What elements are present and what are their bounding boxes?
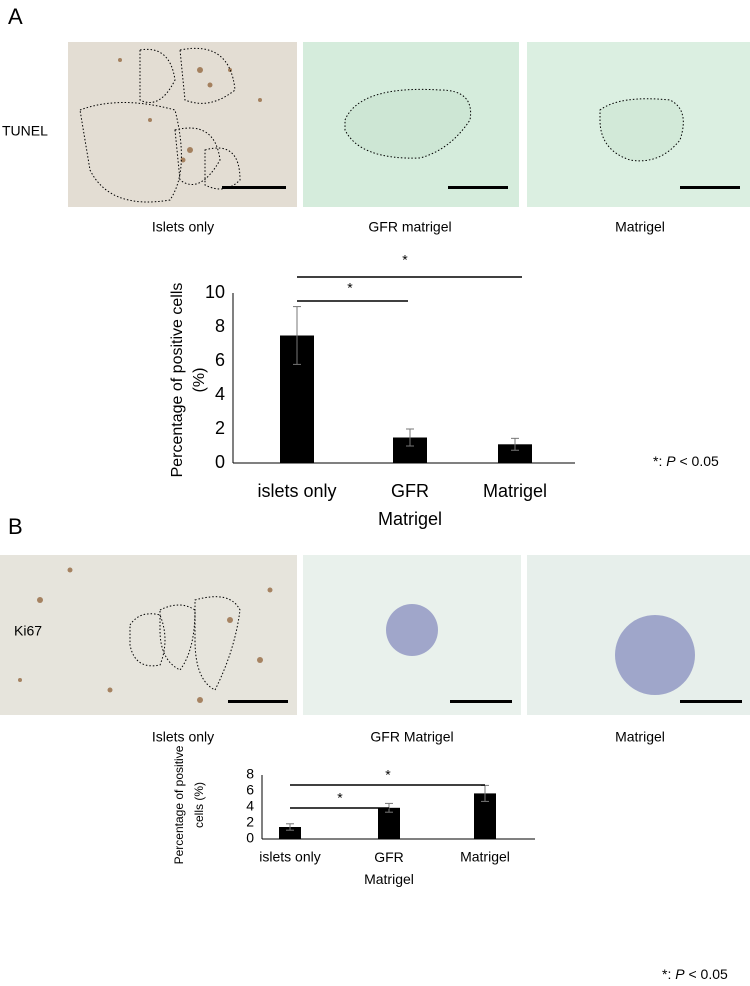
note: *: P < 0.05 [662,966,728,982]
panel-label: B [8,514,23,539]
y-tick-label: 2 [246,814,254,830]
significance-label: * [385,767,391,783]
y-tick-label: 0 [215,452,225,472]
bar [498,444,532,463]
caption: Matrigel [615,729,665,745]
scale-bar [450,700,512,703]
note-part: < 0.05 [688,966,728,982]
islet [615,615,695,695]
note: *: P < 0.05 [653,453,719,469]
note-part: P [666,453,676,469]
bar [474,793,496,839]
y-axis-label: Percentage of positive cells [169,283,186,478]
y-tick-label: 6 [246,782,254,798]
scale-bar [680,700,742,703]
stain-label: TUNEL [2,123,48,139]
significance-label: * [347,280,353,296]
scale-bar [448,186,508,189]
note-part: *: [662,966,671,982]
error-bar [293,306,301,365]
scale-bar [680,186,740,189]
y-tick-label: 8 [246,766,254,782]
significance-label: * [402,252,408,268]
micrograph [68,42,297,207]
note-part: < 0.05 [679,453,719,469]
caption: Islets only [152,219,214,235]
y-axis-label: (%) [191,368,208,393]
bar [378,807,400,839]
micrograph [0,555,297,715]
stain-dots [18,567,273,703]
micrographs-b [0,555,750,715]
y-tick-label: 8 [215,316,225,336]
y-axis-label: Percentage of positive [172,745,186,864]
scale-bar [222,186,286,189]
y-tick-label: 10 [205,282,225,302]
islet [386,604,438,656]
y-tick-label: 4 [246,798,254,814]
note-part: P [675,966,685,982]
panel-label: A [8,4,23,29]
error-bar [511,437,519,451]
islet-outline [344,88,472,159]
x-tick-label: islets only [257,481,336,501]
x-tick-label: Matrigel [460,849,510,865]
x-tick-label: islets only [259,849,320,865]
stain-label: Ki67 [14,623,42,639]
significance-label: * [337,790,343,806]
note-part: *: [653,453,662,469]
error-bar [406,428,414,447]
caption: Islets only [152,729,214,745]
caption: GFR Matrigel [370,729,453,745]
y-axis-label: cells (%) [192,782,206,828]
islet-outline [129,596,241,691]
caption: GFR matrigel [368,219,451,235]
x-tick-label: GFR Matrigel [378,481,442,529]
error-bar [286,823,294,831]
x-tick-label: GFR Matrigel [364,849,414,887]
stain-dots [118,58,262,163]
y-tick-label: 0 [246,830,254,846]
caption: Matrigel [615,219,665,235]
y-tick-label: 4 [215,384,225,404]
y-tick-label: 6 [215,350,225,370]
y-tick-label: 2 [215,418,225,438]
micrographs-a [68,42,750,207]
x-tick-label: Matrigel [483,481,547,501]
scale-bar [228,700,288,703]
islet-outline [79,47,241,203]
islet-outline [599,98,684,162]
bar [279,827,301,839]
